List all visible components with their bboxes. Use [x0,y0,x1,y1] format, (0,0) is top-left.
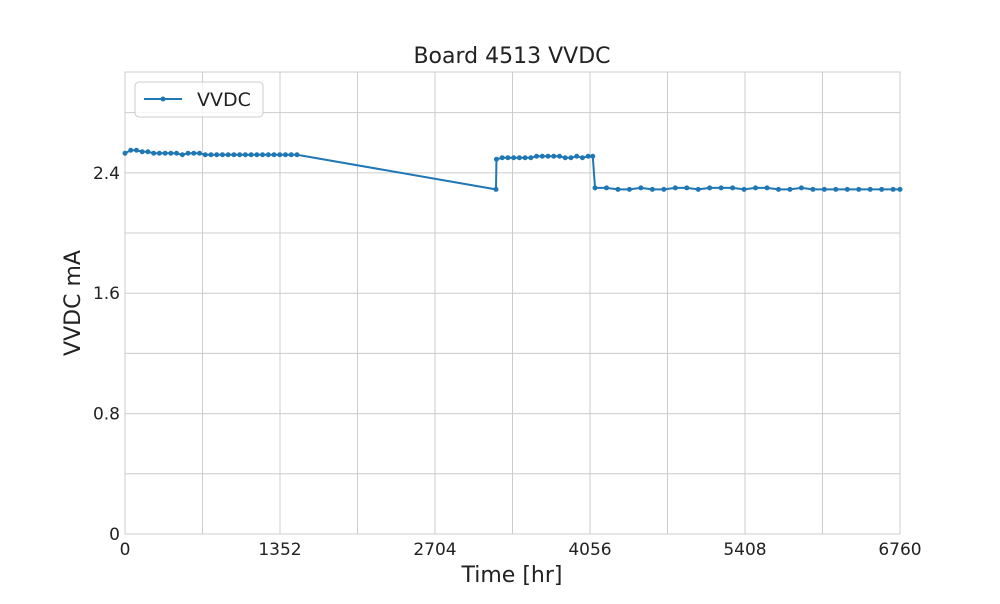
data-point [672,185,678,191]
chart-title: Board 4513 VVDC [413,44,610,69]
data-point [179,152,185,158]
data-point [522,155,528,161]
data-point [579,155,585,161]
data-point [162,150,168,156]
data-point [798,185,804,191]
data-point [741,186,747,192]
data-point [219,152,225,158]
data-point [638,185,644,191]
data-point [208,152,214,158]
data-point [590,153,596,159]
data-point [248,152,254,158]
y-tick-label: 2.4 [93,164,120,184]
data-point [156,150,162,156]
data-point [562,155,568,161]
legend-box [134,81,264,118]
y-tick-label: 0 [109,525,120,545]
data-point [214,152,220,158]
data-point [551,153,557,159]
data-point [844,186,850,192]
data-point [191,150,197,156]
x-tick-label: 6760 [878,540,921,560]
data-point [528,155,534,161]
data-point [568,155,574,161]
legend-marker [160,96,166,102]
data-point [775,186,781,192]
x-tick-label: 4056 [568,540,611,560]
data-point [294,152,300,158]
x-tick-label: 0 [120,540,131,560]
data-point [493,156,499,162]
data-point [197,150,203,156]
data-point [585,153,591,159]
data-point [493,186,499,192]
data-point [592,185,598,191]
data-point [867,186,873,192]
data-point [833,186,839,192]
data-point [764,185,770,191]
data-point [626,186,632,192]
data-point [604,185,610,191]
data-point [237,152,243,158]
data-point [695,186,701,192]
x-tick-label: 5408 [723,540,766,560]
data-point [557,153,563,159]
y-axis-label: VVDC mA [61,250,86,356]
data-point [242,152,248,158]
data-point [288,152,294,158]
data-point [545,153,551,159]
data-point [283,152,289,158]
data-point [202,152,208,158]
data-point [574,153,580,159]
data-point [231,152,237,158]
data-point [879,186,885,192]
data-point [730,185,736,191]
x-axis-label: Time [hr] [461,563,563,588]
data-point [753,185,759,191]
data-point [897,186,903,192]
data-point [133,147,139,153]
data-point [174,150,180,156]
data-point [516,155,522,161]
data-point [511,155,517,161]
data-point [649,186,655,192]
plot-frame [124,71,901,535]
data-point [145,149,151,155]
data-point [225,152,231,158]
data-point [615,186,621,192]
data-point [539,153,545,159]
x-tick-label: 2704 [413,540,456,560]
data-point [151,150,157,156]
data-point [168,150,174,156]
data-point [254,152,260,158]
data-point [707,185,713,191]
data-point [505,155,511,161]
data-point [787,186,793,192]
data-point [185,150,191,156]
data-point [718,185,724,191]
y-tick-label: 1.6 [93,284,120,304]
data-point [534,153,540,159]
data-point [265,152,271,158]
data-point [810,186,816,192]
data-point [271,152,277,158]
data-point [128,147,134,153]
data-point [856,186,862,192]
data-point [260,152,266,158]
data-point [122,150,128,156]
data-point [821,186,827,192]
data-point [684,185,690,191]
data-point [890,186,896,192]
y-tick-label: 0.8 [93,405,120,425]
data-point [499,155,505,161]
data-point [139,149,145,155]
x-tick-label: 1352 [258,540,301,560]
data-point [277,152,283,158]
data-point [661,186,667,192]
legend-label: VVDC [197,89,251,111]
